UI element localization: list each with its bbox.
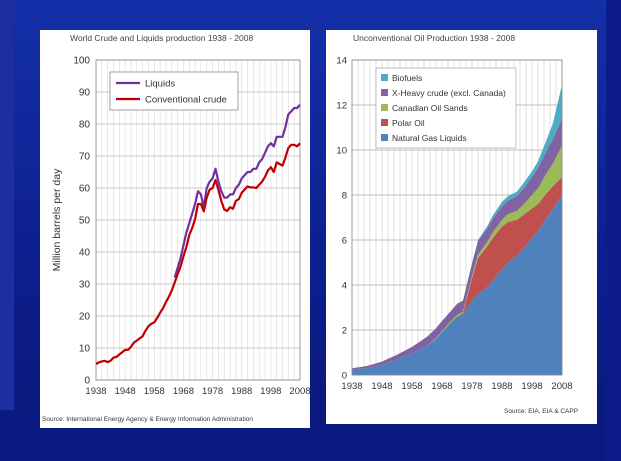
legend-label: Biofuels (392, 73, 422, 83)
y-tick-label: 8 (342, 191, 347, 202)
series-line-liquids (173, 104, 301, 278)
legend-label: Conventional crude (145, 95, 227, 106)
legend-swatch (381, 134, 388, 141)
x-tick-label: 1968 (173, 386, 194, 397)
y-tick-label: 4 (342, 281, 347, 292)
y-tick-label: 30 (79, 280, 91, 291)
y-tick-label: 12 (336, 101, 347, 112)
chart-source: Source: International Energy Agency & En… (42, 416, 254, 423)
legend-label: Polar Oil (392, 118, 425, 128)
legend-box (375, 67, 517, 149)
x-tick-label: 2008 (289, 386, 310, 397)
line-chart: 0 10 20 30 40 50 60 70 80 90 100 1938 1948 1958 1968 19… (51, 56, 311, 398)
y-tick-label: 100 (73, 56, 90, 67)
legend-swatch (381, 104, 388, 111)
x-tick-label: 2008 (551, 381, 572, 392)
y-axis-label: Million barrels per day (51, 168, 63, 271)
x-tick-label: 1948 (115, 386, 136, 397)
x-tick-label: 1988 (491, 381, 512, 392)
x-tick-label: 1968 (431, 381, 452, 392)
area-chart: 0 2 4 6 8 10 12 14 1938 1948 1958 1968 1978 1988 1998 2… (336, 56, 572, 393)
y-tick-label: 10 (79, 344, 91, 355)
legend-swatch (381, 119, 388, 126)
y-tick-label: 20 (79, 312, 91, 323)
legend-label: X-Heavy crude (excl. Canada) (392, 88, 506, 98)
y-tick-label: 10 (336, 146, 347, 157)
x-tick-label: 1998 (521, 381, 542, 392)
x-tick-label: 1958 (144, 386, 165, 397)
x-tick-label: 1978 (202, 386, 223, 397)
legend-swatch (381, 89, 388, 96)
chart-source: Source: EIA, EIA & CAPP (504, 408, 579, 415)
area-series-natural-gas-liquids (352, 195, 562, 375)
x-tick-label: 1948 (371, 381, 392, 392)
plot-frame (351, 59, 563, 376)
x-tick-label: 1998 (260, 386, 281, 397)
y-tick-label: 6 (342, 236, 347, 247)
y-tick-label: 60 (79, 184, 91, 195)
legend-box (109, 71, 239, 111)
chart-title: Unconventional Oil Production 1938 - 200… (353, 33, 516, 43)
slide-left-band (0, 0, 14, 461)
area-series-polar-oil (352, 177, 562, 370)
y-tick-label: 80 (79, 120, 91, 131)
y-tick-label: 90 (79, 88, 91, 99)
y-tick-label: 0 (342, 371, 347, 382)
slide-right-band (606, 0, 621, 461)
x-tick-label: 1988 (231, 386, 252, 397)
y-tick-label: 14 (336, 56, 347, 67)
series-line-conventional-crude (95, 142, 301, 365)
plot-frame (95, 59, 301, 381)
legend-label: Natural Gas Liquids (392, 133, 467, 143)
y-tick-label: 40 (79, 248, 91, 259)
y-tick-label: 2 (342, 326, 347, 337)
legend-label: Canadian Oil Sands (392, 103, 468, 113)
y-tick-label: 0 (84, 376, 90, 387)
chart-title: World Crude and Liquids production 1938 … (70, 33, 254, 43)
x-tick-label: 1978 (461, 381, 482, 392)
x-tick-label: 1938 (341, 381, 362, 392)
x-tick-label: 1958 (401, 381, 422, 392)
chart-panel-world-production: World Crude and Liquids production 1938 … (40, 30, 311, 428)
x-tick-label: 1938 (85, 386, 106, 397)
legend-swatch (381, 74, 388, 81)
y-tick-label: 50 (79, 216, 91, 227)
y-tick-label: 70 (79, 152, 91, 163)
chart-panel-unconventional: Unconventional Oil Production 1938 - 200… (326, 30, 597, 424)
legend-label: Liquids (145, 79, 175, 90)
